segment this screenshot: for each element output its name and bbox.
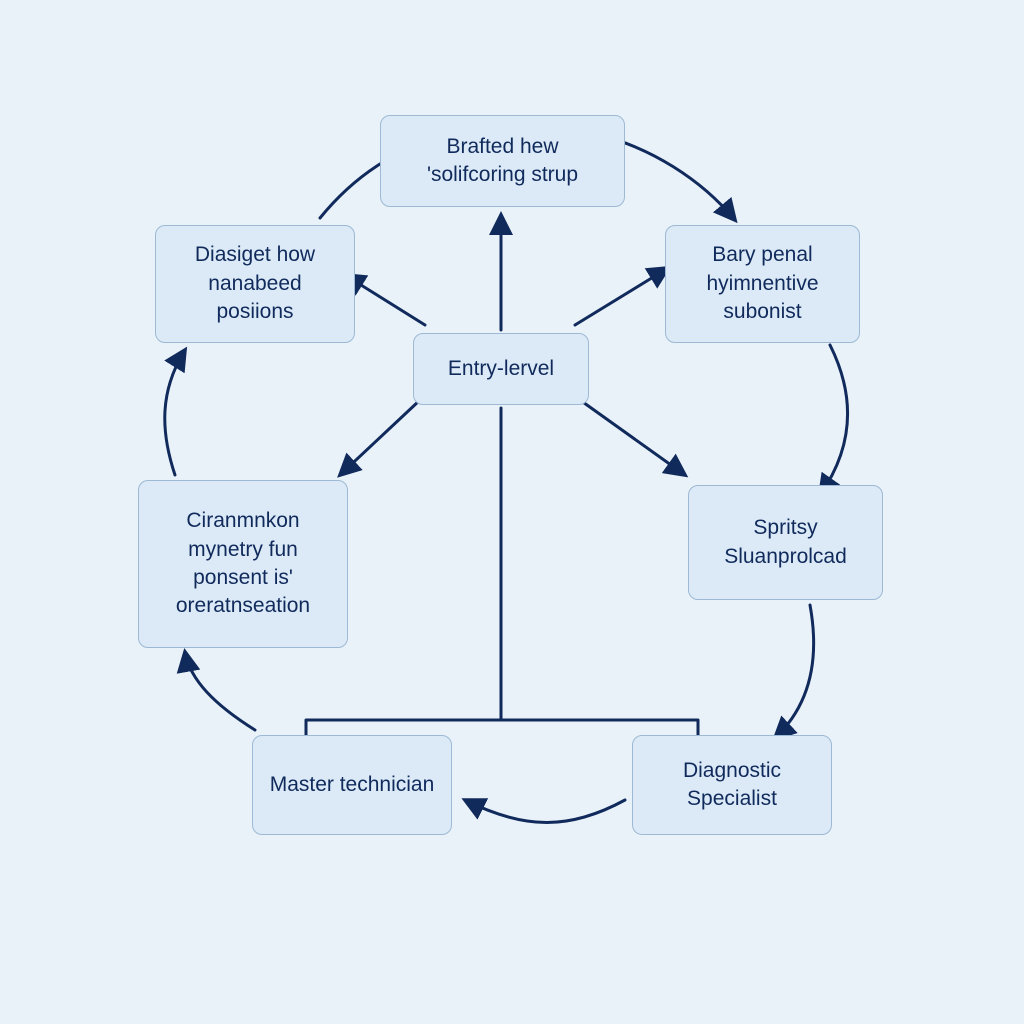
node-left: Ciranmnkon mynetry fun ponsent is' orera… [138,480,348,648]
node-label: Bary penal hyimnentive subonist [680,241,845,326]
node-label: Diasiget how nanabeed posiions [170,241,340,326]
node-label: Spritsy Sluanprolcad [703,514,868,571]
node-label: Diagnostic Specialist [647,757,817,814]
node-label: Entry-lervel [448,355,554,383]
node-center: Entry-lervel [413,333,589,405]
node-right: Spritsy Sluanprolcad [688,485,883,600]
diagram-canvas: Entry-lervel Brafted hew 'solifcoring st… [0,0,1024,1024]
node-top-left: Diasiget how nanabeed posiions [155,225,355,343]
node-label: Brafted hew 'solifcoring strup [395,133,610,190]
node-bottom-right: Diagnostic Specialist [632,735,832,835]
node-label: Ciranmnkon mynetry fun ponsent is' orera… [153,507,333,620]
node-top-right: Bary penal hyimnentive subonist [665,225,860,343]
node-bottom-left: Master technician [252,735,452,835]
node-top: Brafted hew 'solifcoring strup [380,115,625,207]
node-label: Master technician [270,771,435,799]
